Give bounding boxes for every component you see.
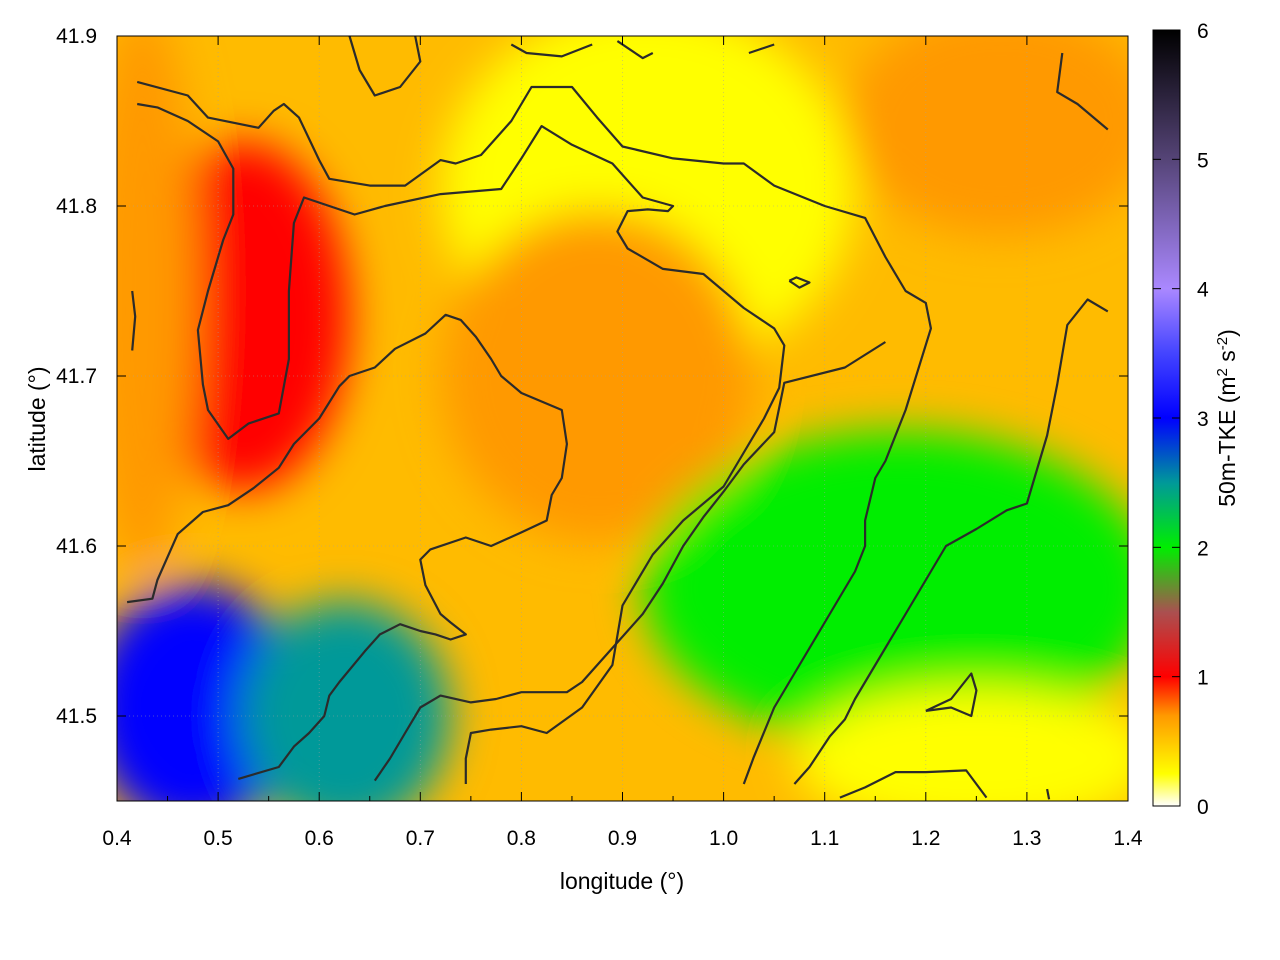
field-region bbox=[238, 601, 451, 801]
contour-line bbox=[788, 276, 811, 289]
contour-line bbox=[373, 341, 886, 782]
y-tick-label: 41.7 bbox=[56, 365, 97, 388]
colorbar-label: 50m-TKE (m2 s-2) bbox=[1214, 329, 1241, 507]
field-region bbox=[845, 36, 1128, 236]
colorbar-tick-label: 1 bbox=[1197, 667, 1209, 690]
contour-line bbox=[839, 769, 988, 799]
field-region bbox=[794, 686, 1128, 801]
y-tick-label: 41.8 bbox=[56, 195, 97, 218]
contour-line bbox=[136, 80, 933, 785]
contour-line bbox=[925, 672, 978, 718]
contour-line bbox=[1056, 52, 1109, 131]
field-region bbox=[117, 36, 198, 576]
y-tick-label: 41.9 bbox=[56, 25, 97, 48]
y-tick-label: 41.5 bbox=[56, 705, 97, 728]
colorbar-ticks: 0 1 2 3 4 5 6 bbox=[1153, 20, 1209, 819]
x-tick-label: 1.2 bbox=[911, 827, 940, 850]
y-axis: 41.5 41.6 41.7 41.8 41.9 bbox=[56, 25, 1128, 728]
x-tick-label: 0.7 bbox=[406, 827, 435, 850]
x-tick-label: 1.3 bbox=[1012, 827, 1041, 850]
colorbar-tick-label: 3 bbox=[1197, 408, 1209, 431]
contour-line bbox=[616, 40, 654, 60]
contour-line bbox=[137, 102, 786, 784]
x-tick-label: 1.0 bbox=[709, 827, 738, 850]
colorbar-tick-label: 2 bbox=[1197, 537, 1209, 560]
colorbar-tick-label: 0 bbox=[1197, 796, 1209, 819]
colorbar-tick-label: 4 bbox=[1197, 279, 1209, 302]
x-tick-label: 0.9 bbox=[608, 827, 637, 850]
contour-line bbox=[131, 290, 137, 351]
plot-area bbox=[116, 35, 1129, 802]
contour-line bbox=[793, 298, 1109, 785]
x-axis: 0.4 0.5 0.6 0.7 0.8 0.9 1.0 1.1 1.2 1.3 1.4 bbox=[102, 36, 1143, 850]
terrain-contours bbox=[126, 36, 1109, 800]
x-tick-label: 0.6 bbox=[305, 827, 334, 850]
x-tick-label: 0.8 bbox=[507, 827, 536, 850]
colorbar: 0 1 2 3 4 5 6 50m-TKE (m2 s-2) bbox=[1152, 20, 1241, 819]
x-tick-label: 0.5 bbox=[203, 827, 232, 850]
y-tick-label: 41.6 bbox=[56, 535, 97, 558]
x-tick-label: 1.1 bbox=[810, 827, 839, 850]
contour-line bbox=[126, 313, 569, 780]
y-axis-label: latitude (°) bbox=[24, 366, 50, 471]
contour-line bbox=[510, 43, 593, 58]
x-tick-label: 0.4 bbox=[102, 827, 132, 850]
colorbar-tick-label: 5 bbox=[1197, 149, 1209, 172]
contour-line bbox=[748, 43, 775, 55]
colorbar-tick-label: 6 bbox=[1197, 20, 1209, 43]
contour-line bbox=[1046, 788, 1051, 800]
x-tick-label: 1.4 bbox=[1113, 827, 1143, 850]
x-axis-label: longitude (°) bbox=[560, 868, 684, 894]
contour-line bbox=[348, 36, 422, 97]
